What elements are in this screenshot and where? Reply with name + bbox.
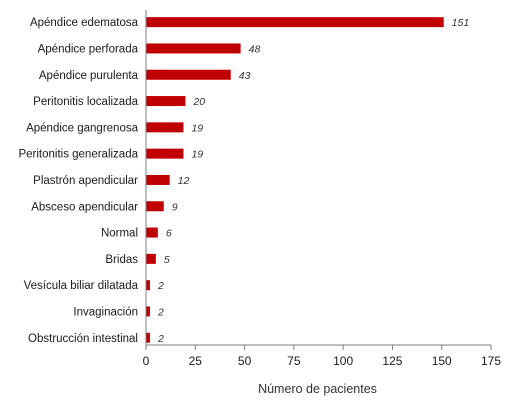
bar: [146, 332, 150, 343]
x-tick-label: 125: [382, 354, 402, 368]
value-label: 2: [157, 306, 164, 318]
category-label: Absceso apendicular: [31, 201, 138, 213]
x-axis-ticks: [145, 345, 492, 350]
value-label: 12: [178, 175, 190, 187]
x-axis-title: Número de pacientes: [258, 382, 377, 396]
x-tick-label: 50: [238, 354, 252, 368]
value-label: 151: [452, 17, 470, 29]
value-labels: 151 48 43 20 19 19 12 9 6 5 2 2 2: [157, 17, 469, 345]
x-tick-label: 75: [287, 354, 301, 368]
bar: [146, 17, 444, 28]
category-label: Plastrón apendicular: [33, 175, 138, 187]
bar: [146, 201, 164, 212]
x-tick-label: 100: [333, 354, 353, 368]
category-label: Apéndice perforada: [38, 43, 139, 55]
value-label: 20: [192, 96, 205, 108]
value-label: 6: [166, 228, 172, 240]
category-label: Peritonitis localizada: [33, 96, 138, 108]
category-label: Normal: [101, 228, 138, 240]
category-label: Apéndice gangrenosa: [26, 122, 138, 134]
x-tick-label: 25: [189, 354, 203, 368]
value-label: 2: [157, 333, 164, 345]
bar: [146, 69, 231, 80]
value-label: 9: [172, 201, 178, 213]
bar: [146, 306, 150, 317]
bar: [146, 122, 184, 133]
x-tick-label: 150: [432, 354, 452, 368]
category-label: Peritonitis generalizada: [18, 149, 138, 161]
x-axis-tick-labels: 0 25 50 75 100 125 150 175: [143, 354, 502, 368]
bar: [146, 96, 186, 107]
x-tick-label: 0: [143, 354, 150, 368]
bar: [146, 227, 158, 238]
bar: [146, 280, 150, 291]
value-label: 2: [157, 280, 164, 292]
bar: [146, 253, 156, 264]
value-label: 19: [191, 122, 203, 134]
bars: [146, 17, 444, 343]
bar: [146, 43, 241, 54]
x-tick-label: 175: [481, 354, 501, 368]
value-label: 43: [239, 70, 251, 82]
category-label: Invaginación: [73, 306, 138, 318]
bar: [146, 174, 170, 185]
bar: [146, 148, 184, 159]
category-label: Vesícula biliar dilatada: [24, 280, 139, 292]
category-labels: Apéndice edematosa Apéndice perforada Apén…: [18, 17, 138, 345]
value-label: 19: [191, 149, 203, 161]
category-label: Bridas: [105, 254, 138, 266]
value-label: 5: [164, 254, 170, 266]
category-label: Apéndice purulenta: [39, 70, 139, 82]
value-label: 48: [249, 43, 261, 55]
category-label: Apéndice edematosa: [30, 17, 139, 29]
category-label: Obstrucción intestinal: [28, 333, 138, 345]
